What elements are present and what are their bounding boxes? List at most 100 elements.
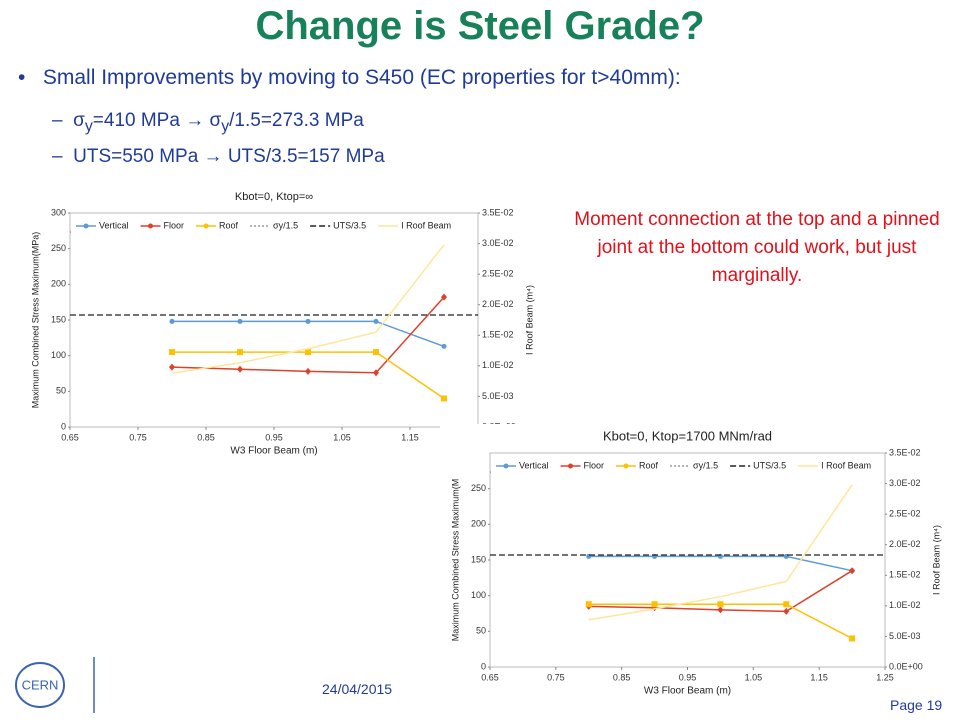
y-tick-label: 0 [61, 421, 66, 431]
y-tick-label: 150 [51, 314, 66, 324]
legend-marker [503, 463, 509, 469]
y-tick-label: 50 [476, 626, 486, 636]
x-tick-label: 1.05 [745, 672, 763, 682]
marker [441, 293, 447, 301]
y-tick-label: 250 [51, 243, 66, 253]
x-tick-label: 1.15 [810, 672, 828, 682]
y-axis-label: Maximum Combined Stress Maximum(MPa) [30, 232, 40, 409]
y2-tick-label: 2.5E-02 [889, 509, 921, 519]
marker [237, 365, 243, 373]
legend: Vertical Floor Roof σy/1.5 UTS/3.5 I Roof Bea… [491, 457, 884, 475]
slide-title: Change is Steel Grade? [255, 4, 705, 48]
legend-marker [623, 463, 629, 469]
y2-tick-label: 5.0E-03 [482, 391, 514, 401]
date: 24/04/2015 [322, 681, 393, 697]
legend-label: I Roof Beam [821, 460, 871, 470]
legend-label: σy/1.5 [273, 220, 298, 230]
y2-tick-label: 2.5E-02 [482, 269, 514, 279]
x-axis-label: W3 Floor Beam (m) [230, 446, 317, 457]
y2-tick-label: 2.0E-02 [889, 539, 921, 549]
series-line [588, 484, 853, 621]
y2-tick-label: 3.5E-02 [889, 447, 921, 457]
marker [849, 635, 856, 642]
y2-tick-label: 3.0E-02 [482, 238, 514, 248]
legend-label: Roof [639, 460, 659, 470]
y2-tick-label: 2.0E-02 [482, 299, 514, 309]
bullet: • Small Improvements by moving to S450 (… [18, 66, 681, 89]
sub-bullet: – σy=410 MPa → σy/1.5=273.3 MPa [52, 110, 364, 135]
legend-marker [148, 223, 154, 229]
bullet-text: Small Improvements by moving to S450 (EC… [42, 66, 681, 89]
legend-label: Floor [584, 460, 605, 470]
x-tick-label: 0.95 [265, 432, 283, 442]
text: UTS=550 MPa → UTS/3.5=157 MPa [73, 146, 385, 167]
y2-tick-label: 0.0E+00 [889, 661, 923, 671]
annotation: Moment connection at the top and a pinne… [574, 209, 940, 286]
text: /1.5=273.3 MPa [229, 110, 364, 131]
x-tick-label: 0.65 [61, 432, 79, 442]
y2-tick-label: 1.5E-02 [889, 570, 921, 580]
y-tick-label: 300 [51, 207, 66, 217]
marker [237, 318, 243, 324]
marker [585, 601, 592, 608]
marker [651, 601, 658, 608]
legend-marker [203, 223, 209, 229]
marker [169, 318, 175, 324]
subscript: y [221, 117, 230, 135]
x-tick-label: 0.75 [129, 432, 147, 442]
y-tick-label: 100 [471, 590, 486, 600]
x-tick-label: 1.15 [401, 432, 419, 442]
chart: Kbot=0, Ktop=1700 MNm/rad 0 50 100 150 200 250… [440, 424, 941, 697]
x-tick-label: 0.75 [547, 672, 565, 682]
marker [717, 601, 724, 608]
marker [717, 606, 724, 614]
marker [373, 349, 379, 356]
marker [849, 567, 856, 575]
x-tick-label: 0.85 [197, 432, 215, 442]
y-tick-label: 200 [471, 519, 486, 529]
legend: Vertical Floor Roof σy/1.5 UTS/3.5 I Roof Bea… [71, 217, 477, 235]
x-axis-label: W3 Floor Beam (m) [644, 686, 731, 697]
y2-axis-label: I Roof Beam (m⁴) [524, 285, 534, 355]
y2-tick-label: 1.0E-02 [889, 600, 921, 610]
legend-label: UTS/3.5 [753, 460, 786, 470]
text: =410 MPa → σ [92, 110, 222, 131]
legend-label: σy/1.5 [693, 460, 718, 470]
x-tick-label: 0.65 [481, 672, 499, 682]
marker [783, 601, 790, 608]
marker [305, 349, 311, 356]
x-tick-label: 0.85 [613, 672, 631, 682]
y-tick-label: 100 [51, 350, 66, 360]
series-line [171, 244, 445, 374]
y-tick-label: 250 [471, 483, 486, 493]
chart: Kbot=0, Ktop=∞0501001502002503000.0E+005… [25, 186, 537, 458]
y2-tick-label: 3.0E-02 [889, 478, 921, 488]
y2-tick-label: 5.0E-03 [889, 631, 921, 641]
legend-label: Vertical [99, 220, 129, 230]
legend-label: Floor [164, 220, 185, 230]
legend-label: UTS/3.5 [333, 220, 366, 230]
y-tick-label: 50 [56, 386, 66, 396]
y-tick-label: 200 [51, 279, 66, 289]
y-tick-label: 150 [471, 554, 486, 564]
y2-axis-label: I Roof Beam (m⁴) [931, 525, 941, 595]
logo: CERN [15, 657, 95, 713]
y2-tick-label: 3.5E-02 [482, 207, 514, 217]
marker [305, 318, 311, 324]
legend-marker [83, 223, 89, 229]
logo-ring [15, 662, 65, 708]
legend-marker [568, 463, 574, 469]
x-tick-label: 1.25 [876, 672, 894, 682]
subscript: y [84, 117, 93, 135]
sub-bullet: – UTS=550 MPa → UTS/3.5=157 MPa [52, 146, 385, 167]
y-tick-label: 0 [481, 661, 486, 671]
marker [237, 349, 243, 356]
marker [169, 349, 175, 356]
marker [373, 369, 379, 377]
marker [373, 318, 379, 324]
text: σ [73, 110, 85, 131]
y2-tick-label: 1.0E-02 [482, 360, 514, 370]
logo-text: CERN [22, 677, 59, 692]
